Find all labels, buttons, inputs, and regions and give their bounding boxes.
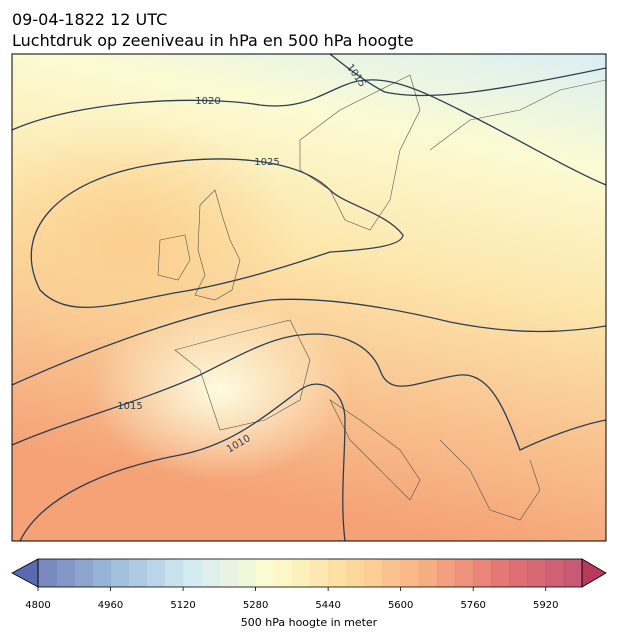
height-field (90, 300, 350, 480)
colorbar-bin (146, 559, 166, 587)
colorbar-tick-label: 5600 (388, 600, 413, 611)
colorbar-bin (436, 559, 456, 587)
colorbar-bin (346, 559, 365, 587)
contour-label: 1020 (195, 96, 220, 107)
colorbar-bin (56, 559, 75, 587)
colorbar-bin (310, 559, 329, 587)
colorbar-bin (527, 559, 547, 587)
colorbar-bin (328, 559, 347, 587)
colorbar-bin (273, 559, 293, 587)
colorbar: 4800 4960 5120 5280 5440 5600 5760 5920 (11, 558, 607, 611)
colorbar-tick-label: 5440 (315, 600, 340, 611)
colorbar-bin (74, 559, 93, 587)
isobars (12, 54, 606, 541)
map: 1020 1025 1015 1015 1010 (12, 54, 606, 541)
contour-label: 1015 (117, 401, 142, 412)
colorbar-bin (183, 559, 202, 587)
colorbar-bin (219, 559, 238, 587)
colorbar-bin (382, 559, 402, 587)
colorbar-tick-label: 5760 (460, 600, 485, 611)
colorbar-bin (201, 559, 220, 587)
colorbar-bin (92, 559, 112, 587)
title-line-2: Luchtdruk op zeeniveau in hPa en 500 hPa… (12, 31, 414, 50)
colorbar-bin (164, 559, 184, 587)
colorbar-tick-label: 5920 (533, 600, 558, 611)
colorbar-bin (364, 559, 384, 587)
colorbar-bin (38, 559, 57, 587)
colorbar-bin (110, 559, 130, 587)
title-line-1: 09-04-1822 12 UTC (12, 10, 167, 29)
colorbar-frame (37, 558, 583, 588)
colorbar-bin (545, 559, 565, 587)
colorbar-label: 500 hPa hoogte in meter (241, 616, 378, 629)
colorbar-extend-low (11, 558, 39, 588)
contour-label: 1025 (254, 157, 279, 168)
colorbar-tick-label: 4960 (98, 600, 123, 611)
colorbar-extend-high (581, 558, 607, 588)
map-frame (11, 53, 607, 542)
coastlines (157, 74, 606, 521)
colorbar-bin (473, 559, 492, 587)
colorbar-bin (491, 559, 510, 587)
colorbar-tick-label: 5120 (170, 600, 195, 611)
colorbar-bin (128, 559, 148, 587)
colorbar-bin (291, 559, 311, 587)
colorbar-tick-label: 5280 (243, 600, 268, 611)
colorbar-bin (237, 559, 257, 587)
colorbar-bin (455, 559, 474, 587)
colorbar-tick-label: 4800 (25, 600, 50, 611)
colorbar-bin (509, 559, 529, 587)
colorbar-bin (400, 559, 420, 587)
colorbar-bin (563, 559, 583, 587)
height-field (12, 120, 300, 360)
colorbar-bin (255, 559, 275, 587)
colorbar-bin (418, 559, 438, 587)
